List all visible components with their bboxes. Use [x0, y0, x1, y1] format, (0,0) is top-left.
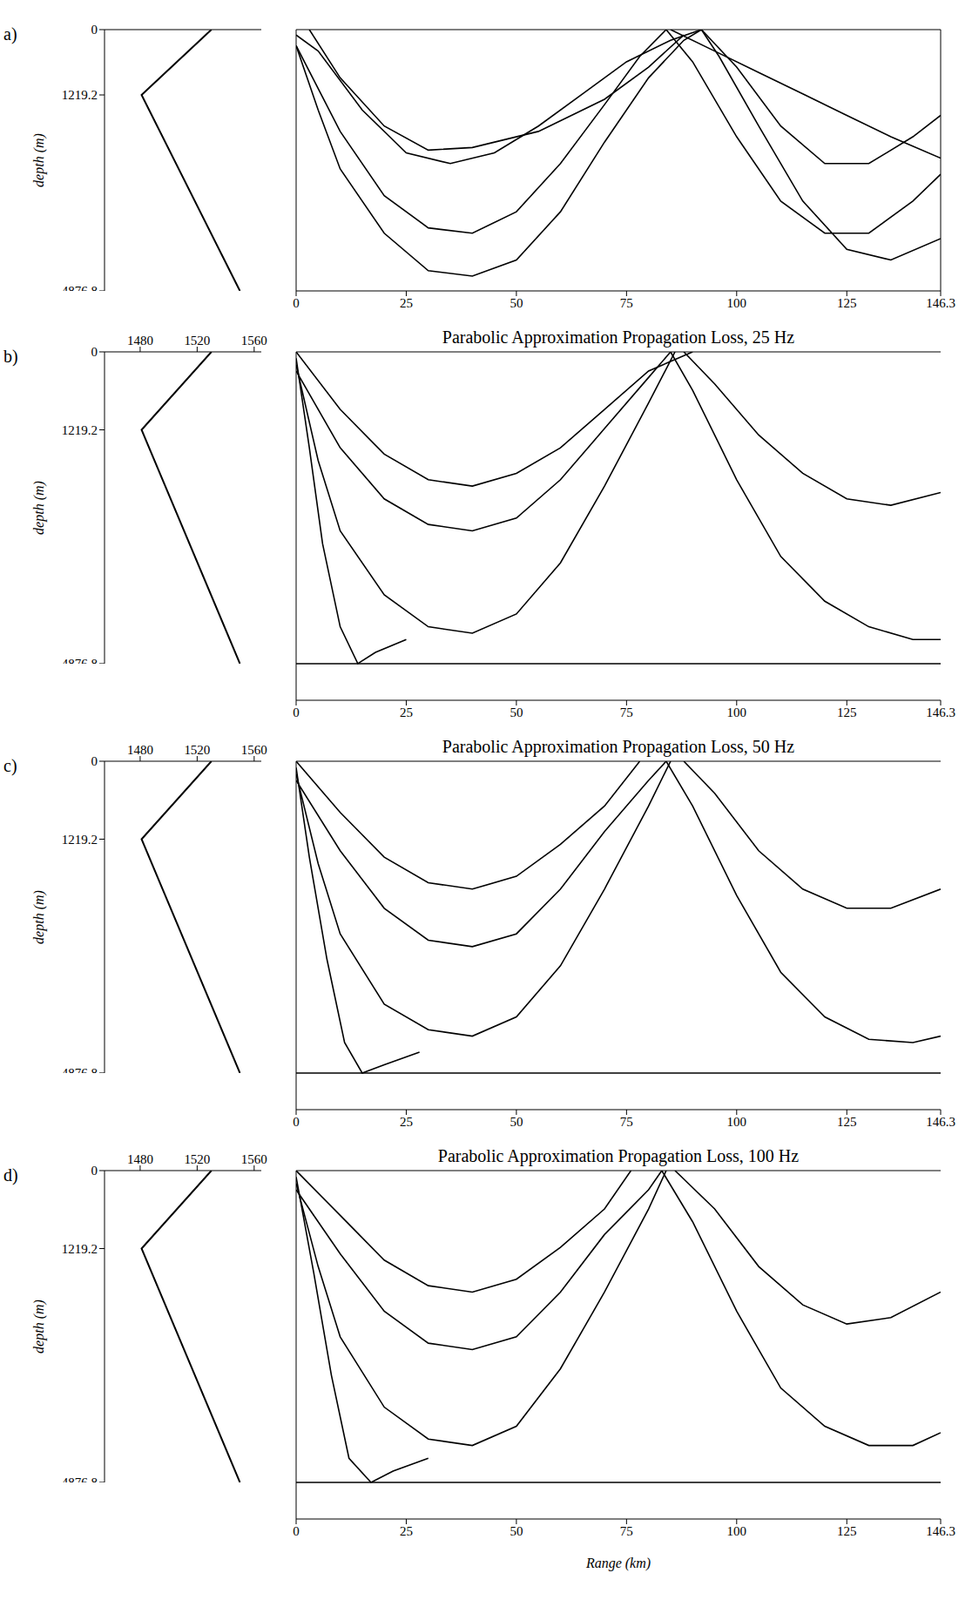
svg-text:100: 100 [727, 1524, 748, 1539]
svg-text:1480: 1480 [127, 1152, 154, 1167]
svg-text:0: 0 [91, 22, 99, 37]
svg-text:25: 25 [399, 705, 413, 720]
svg-text:0: 0 [91, 1163, 99, 1178]
svg-text:75: 75 [620, 1524, 634, 1539]
svg-text:1560: 1560 [241, 333, 268, 348]
svg-text:1520: 1520 [183, 742, 210, 757]
svg-text:1480: 1480 [127, 333, 154, 348]
html-text:d): d) [3, 1165, 19, 1185]
svg-text:1520: 1520 [183, 333, 210, 348]
svg-text:0: 0 [91, 344, 99, 359]
svg-text:50: 50 [509, 1524, 523, 1539]
html-text:b): b) [3, 346, 19, 366]
svg-text:75: 75 [620, 1114, 634, 1129]
svg-text:0: 0 [292, 296, 300, 311]
svg-text:100: 100 [727, 705, 748, 720]
svg-text:1219.2: 1219.2 [61, 87, 98, 102]
html-text:Parabolic Approximation Propag: Parabolic Approximation Propagation Loss… [442, 327, 795, 347]
svg-text:1480: 1480 [127, 742, 154, 757]
svg-text:1219.2: 1219.2 [61, 1242, 98, 1256]
svg-text:75: 75 [620, 296, 634, 311]
svg-text:4876.8: 4876.8 [61, 1475, 98, 1483]
svg-text:0: 0 [292, 1524, 300, 1539]
svg-text:100: 100 [727, 296, 748, 311]
svg-text:125: 125 [837, 705, 858, 720]
svg-text:4876.8: 4876.8 [61, 656, 98, 664]
svg-text:146.3: 146.3 [925, 705, 956, 720]
svg-text:1219.2: 1219.2 [61, 423, 98, 438]
html-text:depth (m): depth (m) [31, 890, 47, 944]
html-text:depth (m): depth (m) [31, 133, 47, 188]
svg-text:125: 125 [837, 296, 858, 311]
svg-text:25: 25 [399, 1524, 413, 1539]
svg-text:0: 0 [91, 754, 99, 769]
svg-text:25: 25 [399, 296, 413, 311]
svg-text:146.3: 146.3 [925, 296, 956, 311]
svg-text:25: 25 [399, 1114, 413, 1129]
html-text:a): a) [3, 24, 17, 44]
svg-text:125: 125 [837, 1114, 858, 1129]
html-text:Parabolic Approximation Propag: Parabolic Approximation Propagation Loss… [437, 1146, 799, 1166]
svg-text:50: 50 [509, 1114, 523, 1129]
html-text:c): c) [3, 756, 17, 776]
svg-text:146.3: 146.3 [925, 1524, 956, 1539]
svg-text:1560: 1560 [241, 742, 268, 757]
svg-text:50: 50 [509, 705, 523, 720]
html-text:Parabolic Approximation Propag: Parabolic Approximation Propagation Loss… [442, 736, 795, 756]
svg-text:75: 75 [620, 705, 634, 720]
svg-text:4876.8: 4876.8 [61, 283, 98, 291]
svg-text:0: 0 [292, 1114, 300, 1129]
html-text:depth (m): depth (m) [31, 1299, 47, 1354]
svg-text:Range (km): Range (km) [585, 1555, 651, 1572]
svg-text:146.3: 146.3 [925, 1114, 956, 1129]
svg-text:1560: 1560 [241, 1152, 268, 1167]
html-text:depth (m): depth (m) [31, 480, 47, 535]
svg-text:1219.2: 1219.2 [61, 832, 98, 847]
svg-text:50: 50 [509, 296, 523, 311]
svg-text:0: 0 [292, 705, 300, 720]
svg-text:4876.8: 4876.8 [61, 1066, 98, 1074]
svg-text:125: 125 [837, 1524, 858, 1539]
svg-text:1520: 1520 [183, 1152, 210, 1167]
svg-text:100: 100 [727, 1114, 748, 1129]
